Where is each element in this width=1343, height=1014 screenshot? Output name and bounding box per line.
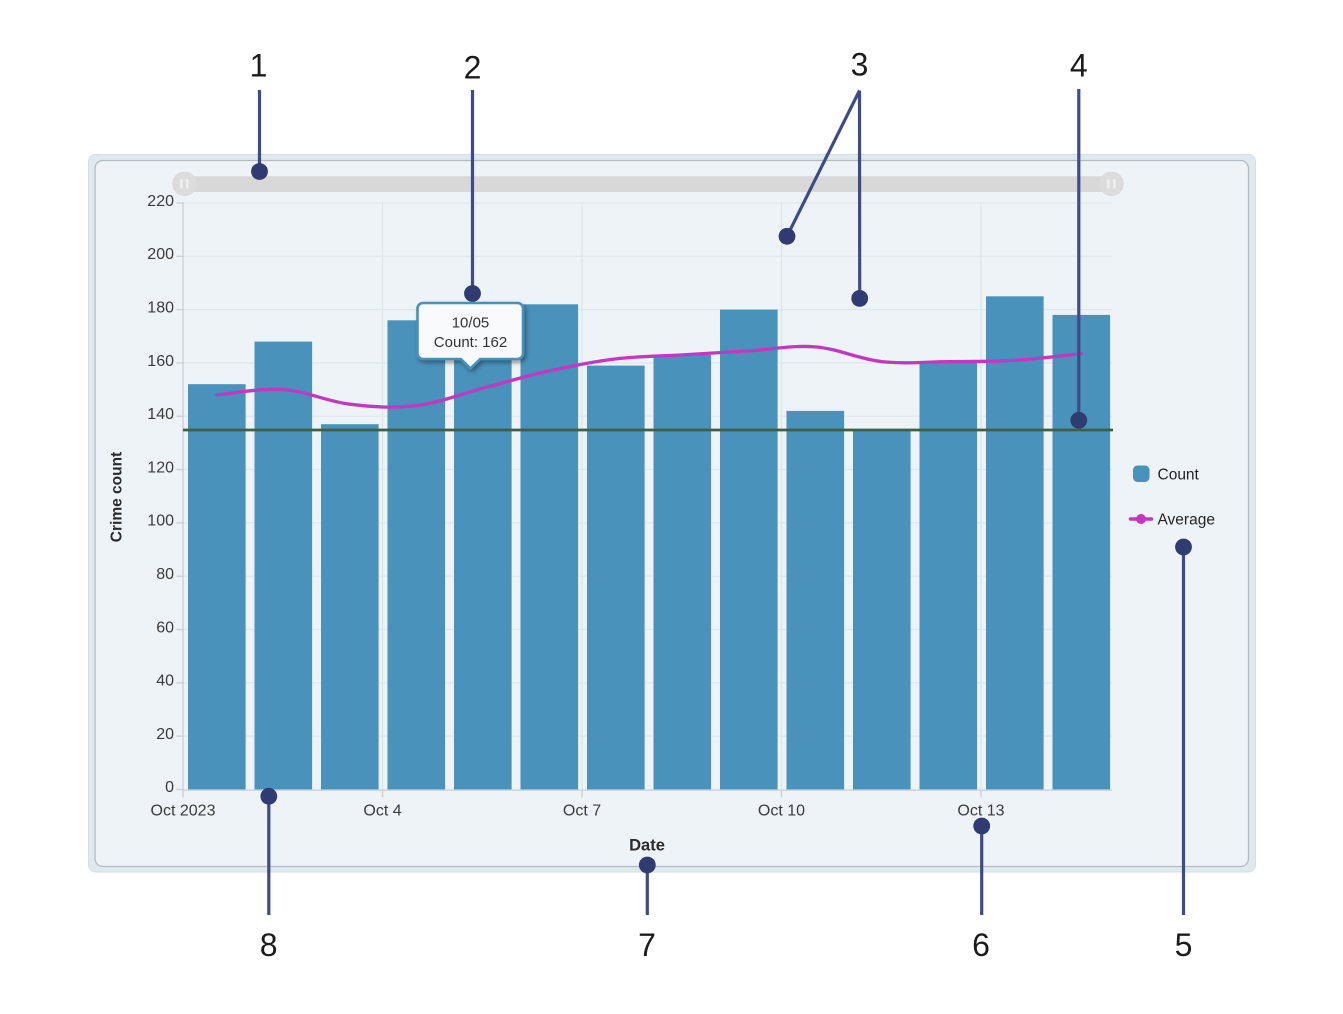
svg-text:40: 40 bbox=[156, 673, 174, 690]
svg-text:1: 1 bbox=[250, 48, 268, 84]
svg-text:6: 6 bbox=[972, 927, 990, 963]
svg-text:10/05: 10/05 bbox=[452, 314, 490, 331]
svg-text:2: 2 bbox=[464, 50, 482, 86]
svg-text:60: 60 bbox=[156, 619, 174, 636]
svg-text:160: 160 bbox=[147, 353, 174, 370]
svg-text:220: 220 bbox=[147, 193, 174, 210]
svg-text:8: 8 bbox=[260, 927, 278, 963]
svg-text:Oct 7: Oct 7 bbox=[563, 803, 601, 820]
svg-text:Oct 10: Oct 10 bbox=[758, 803, 805, 820]
svg-text:100: 100 bbox=[147, 513, 174, 530]
svg-text:Date: Date bbox=[629, 836, 665, 854]
svg-text:Oct 4: Oct 4 bbox=[363, 803, 401, 820]
svg-text:7: 7 bbox=[638, 927, 656, 963]
svg-text:Crime count: Crime count bbox=[109, 452, 126, 542]
svg-text:140: 140 bbox=[147, 406, 174, 423]
svg-text:200: 200 bbox=[147, 246, 174, 263]
svg-text:120: 120 bbox=[147, 459, 174, 476]
svg-text:5: 5 bbox=[1175, 927, 1193, 963]
svg-text:Count: 162: Count: 162 bbox=[434, 334, 507, 351]
svg-text:4: 4 bbox=[1070, 48, 1088, 84]
svg-text:Oct 2023: Oct 2023 bbox=[151, 803, 216, 820]
svg-text:20: 20 bbox=[156, 726, 174, 743]
svg-text:80: 80 bbox=[156, 566, 174, 583]
svg-text:Average: Average bbox=[1158, 512, 1215, 529]
svg-text:0: 0 bbox=[165, 779, 174, 796]
svg-text:3: 3 bbox=[851, 47, 869, 83]
svg-text:Oct 13: Oct 13 bbox=[957, 803, 1004, 820]
svg-text:180: 180 bbox=[147, 300, 174, 317]
svg-text:Count: Count bbox=[1158, 467, 1200, 484]
